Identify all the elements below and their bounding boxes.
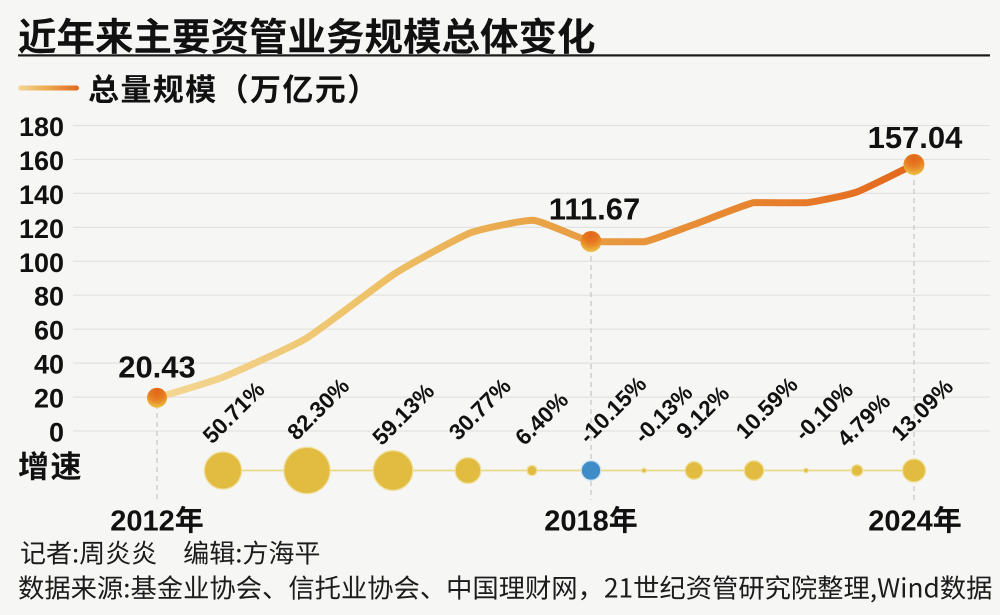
svg-text:157.04: 157.04: [868, 120, 964, 155]
svg-text:100: 100: [19, 248, 64, 278]
svg-text:2024: 2024: [868, 506, 933, 538]
svg-text:2018: 2018: [544, 506, 609, 538]
svg-text:120: 120: [19, 214, 64, 244]
svg-text:160: 160: [19, 146, 64, 176]
svg-text:20: 20: [34, 384, 64, 414]
svg-text:60: 60: [34, 316, 64, 346]
svg-text:140: 140: [19, 180, 64, 210]
svg-text:180: 180: [19, 112, 64, 142]
svg-text:2012: 2012: [110, 506, 175, 538]
svg-text:0: 0: [49, 418, 64, 448]
svg-text:20.43: 20.43: [118, 350, 196, 385]
svg-text:111.67: 111.67: [549, 191, 640, 226]
svg-text:40: 40: [34, 350, 64, 380]
svg-text:80: 80: [34, 282, 64, 312]
